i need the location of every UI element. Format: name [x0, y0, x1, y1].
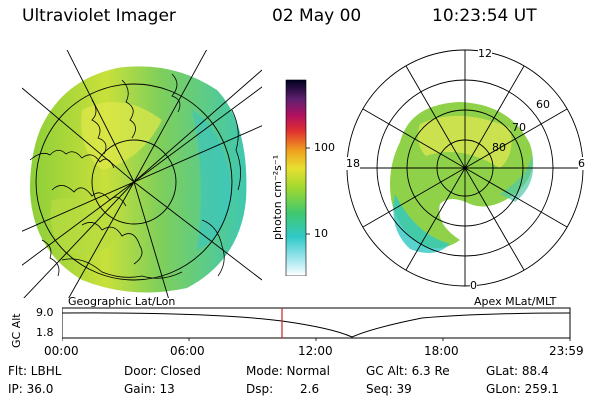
seq-info: Seq: 39: [366, 382, 412, 396]
filter-info: Flt: LBHL: [8, 364, 62, 378]
dsp-label: Dsp:: [246, 382, 274, 396]
colorbar-scale: [285, 79, 307, 276]
glat-info: GLat: 88.4: [486, 364, 549, 378]
door-info: Door: Closed: [124, 364, 201, 378]
mlat-label-80: 80: [492, 141, 506, 154]
alt-tick-low: 1.8: [36, 326, 54, 339]
apex-grid: [346, 49, 584, 287]
time-label: 10:23:54 UT: [432, 6, 537, 26]
dsp-value: 2.6: [300, 382, 320, 396]
colorbar-unit-label: photon cm⁻²s⁻¹: [271, 154, 284, 240]
mlat-label-60: 60: [536, 98, 550, 111]
gc-alt-info: GC Alt: 6.3 Re: [366, 364, 450, 378]
geo-panel-label: Geographic Lat/Lon: [68, 295, 176, 308]
colorbar-tick-100: 100: [314, 141, 335, 154]
mlat-label-70: 70: [512, 121, 526, 134]
date-label: 02 May 00: [272, 6, 362, 26]
time-tick-0000: 00:00: [44, 344, 79, 358]
mlt-label-6: 6: [578, 157, 585, 170]
apex-panel-label: Apex MLat/MLT: [474, 295, 557, 308]
time-tick-1200: 12:00: [298, 344, 333, 358]
time-tick-0600: 06:00: [170, 344, 205, 358]
alt-axis-label: GC Alt: [10, 313, 23, 348]
mode-info: Mode: Normal: [246, 364, 330, 378]
alt-tick-high: 9.0: [36, 306, 54, 319]
time-tick-1800: 18:00: [424, 344, 459, 358]
instrument-title: Ultraviolet Imager: [22, 6, 176, 26]
altitude-plot: [62, 307, 571, 341]
colorbar: [285, 79, 310, 276]
mlt-label-0: 0: [470, 279, 477, 292]
geographic-map: [22, 50, 262, 298]
mlt-label-12: 12: [478, 47, 492, 60]
apex-polar-plot: [346, 49, 584, 287]
colorbar-tick-10: 10: [314, 227, 328, 240]
altitude-curve: [62, 312, 571, 338]
gain-info: Gain: 13: [124, 382, 175, 396]
altitude-plot-frame: [62, 307, 571, 339]
mlt-label-18: 18: [346, 157, 360, 170]
time-tick-2359: 23:59: [549, 344, 584, 358]
coastlines: [29, 73, 241, 279]
geo-graticule: [22, 50, 262, 298]
ip-info: IP: 36.0: [8, 382, 54, 396]
glon-info: GLon: 259.1: [486, 382, 559, 396]
